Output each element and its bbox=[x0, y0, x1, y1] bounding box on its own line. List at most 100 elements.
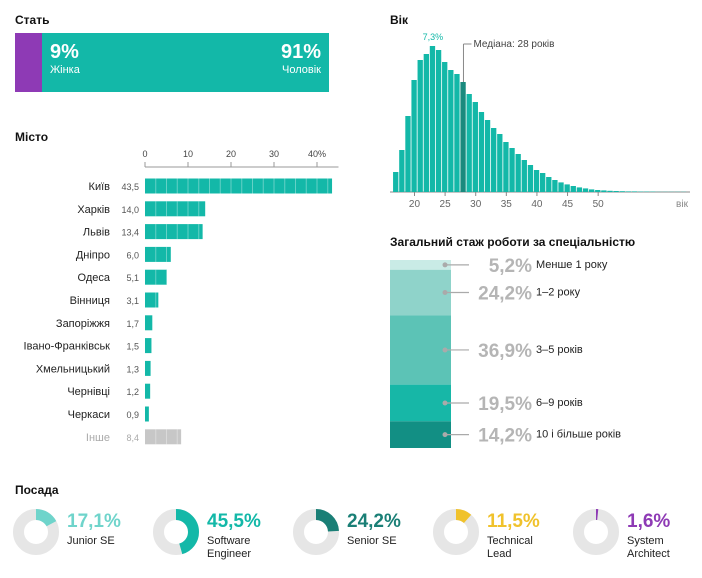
age-bar bbox=[472, 102, 478, 192]
city-name-label: Харків bbox=[77, 204, 110, 216]
city-value-label: 1,2 bbox=[126, 387, 139, 397]
city-bar bbox=[145, 246, 171, 262]
experience-pct-label: 36,9% bbox=[478, 341, 532, 362]
city-value-label: 8,4 bbox=[126, 433, 139, 443]
age-tick-label: 20 bbox=[409, 199, 421, 210]
age-bar bbox=[521, 160, 527, 192]
age-bar bbox=[588, 189, 595, 192]
position-title: Посада bbox=[15, 483, 59, 497]
age-title: Вік bbox=[390, 13, 409, 27]
position-name-label: Software bbox=[207, 535, 250, 547]
city-value-label: 5,1 bbox=[126, 273, 139, 283]
age-bar bbox=[582, 188, 589, 192]
age-bar bbox=[435, 50, 442, 192]
city-name-label: Хмельницький bbox=[36, 363, 110, 375]
position-pct-label: 24,2% bbox=[347, 511, 401, 532]
gender-female-pct: 9% bbox=[50, 41, 79, 63]
age-bar bbox=[454, 74, 460, 192]
position-pct-label: 11,5% bbox=[487, 511, 540, 532]
city-name-label: Одеса bbox=[78, 272, 111, 284]
experience-segment bbox=[390, 269, 451, 316]
gender-female-label: Жінка bbox=[50, 64, 80, 76]
age-bar bbox=[442, 62, 448, 192]
experience-chart: 5,2% Менше 1 року 24,2% 1–2 року 36,9% 3–5 ро… bbox=[390, 256, 621, 448]
experience-dot bbox=[442, 262, 448, 268]
city-name-label: Івано-Франківськ bbox=[24, 341, 111, 353]
age-bar bbox=[625, 191, 632, 192]
age-bar bbox=[515, 154, 521, 192]
experience-segment bbox=[390, 421, 451, 448]
city-bar bbox=[145, 406, 149, 422]
experience-pct-label: 24,2% bbox=[478, 284, 532, 305]
position-name-label: Senior SE bbox=[347, 535, 397, 547]
city-name-label: Запоріжжя bbox=[56, 318, 110, 330]
city-name-label: Вінниця bbox=[70, 295, 110, 307]
age-bar bbox=[399, 150, 405, 192]
position-name-label: Technical bbox=[487, 535, 533, 547]
age-bar bbox=[405, 116, 411, 192]
position-name-label: System bbox=[627, 535, 664, 547]
city-bar bbox=[145, 360, 151, 376]
experience-dot bbox=[442, 290, 448, 296]
city-tick-label: 10 bbox=[183, 149, 193, 159]
city-bar bbox=[145, 178, 333, 194]
age-chart: 20 25 30 35 40 45 50 вік 7,3% Медіана: 28 років bbox=[390, 32, 690, 210]
city-name-label: Київ bbox=[89, 181, 111, 193]
city-value-label: 0,9 bbox=[126, 410, 139, 420]
experience-category-label: 6–9 років bbox=[536, 397, 583, 409]
experience-segment bbox=[390, 315, 451, 385]
gender-male-pct: 91% bbox=[280, 41, 321, 63]
age-bar bbox=[570, 186, 576, 192]
city-tick-label: 30 bbox=[269, 149, 279, 159]
age-bar bbox=[503, 142, 509, 192]
gender-male-label: Чоловік bbox=[282, 64, 321, 76]
city-name-label: Чернівці bbox=[67, 386, 110, 398]
city-tick-label: 40% bbox=[308, 149, 326, 159]
city-tick-label: 20 bbox=[226, 149, 236, 159]
median-label: Медіана: 28 років bbox=[473, 39, 554, 50]
age-bar bbox=[619, 191, 625, 192]
city-title: Місто bbox=[15, 130, 49, 144]
age-bar bbox=[423, 54, 429, 192]
age-bar bbox=[595, 190, 601, 192]
age-tick-label: 25 bbox=[440, 199, 452, 210]
age-tick-label: 40 bbox=[531, 199, 543, 210]
age-bar bbox=[466, 94, 472, 192]
gender-female-segment bbox=[15, 33, 42, 92]
age-bar bbox=[491, 128, 497, 192]
city-bar bbox=[145, 338, 152, 354]
city-value-label: 3,1 bbox=[126, 296, 139, 306]
age-tick-label: 30 bbox=[470, 199, 482, 210]
age-bar bbox=[546, 177, 552, 192]
position-pct-label: 45,5% bbox=[207, 511, 261, 532]
city-value-label: 1,3 bbox=[126, 364, 139, 374]
donut-arc bbox=[13, 509, 59, 555]
donut-arc bbox=[573, 509, 619, 555]
donut-arc bbox=[433, 509, 479, 555]
experience-dot bbox=[442, 400, 448, 406]
city-value-label: 13,4 bbox=[121, 228, 139, 238]
position-pct-label: 1,6% bbox=[627, 511, 670, 532]
age-bar bbox=[429, 46, 436, 192]
city-bar bbox=[145, 383, 151, 399]
age-bar bbox=[558, 182, 564, 192]
city-value-label: 1,7 bbox=[126, 319, 139, 329]
age-bar bbox=[393, 172, 399, 192]
city-value-label: 1,5 bbox=[126, 342, 139, 352]
city-name-label: Інше bbox=[86, 432, 110, 444]
age-bar bbox=[509, 148, 515, 192]
position-name-label: Engineer bbox=[207, 548, 251, 560]
experience-pct-label: 19,5% bbox=[478, 394, 532, 415]
donut-arc bbox=[293, 509, 339, 555]
age-bar bbox=[417, 60, 423, 192]
experience-title: Загальний стаж роботи за спеціальністю bbox=[390, 235, 636, 249]
age-tick-label: 35 bbox=[501, 199, 513, 210]
city-bar bbox=[145, 201, 206, 217]
experience-dot bbox=[442, 432, 448, 438]
city-bar bbox=[145, 269, 167, 285]
position-name-label: Architect bbox=[627, 548, 670, 560]
experience-pct-label: 14,2% bbox=[478, 426, 532, 447]
position-name-label: Junior SE bbox=[67, 535, 115, 547]
city-chart: 0 10 20 30 40% Київ 43,5 Харків 14,0 Львів 13,4 Дні… bbox=[24, 149, 339, 445]
